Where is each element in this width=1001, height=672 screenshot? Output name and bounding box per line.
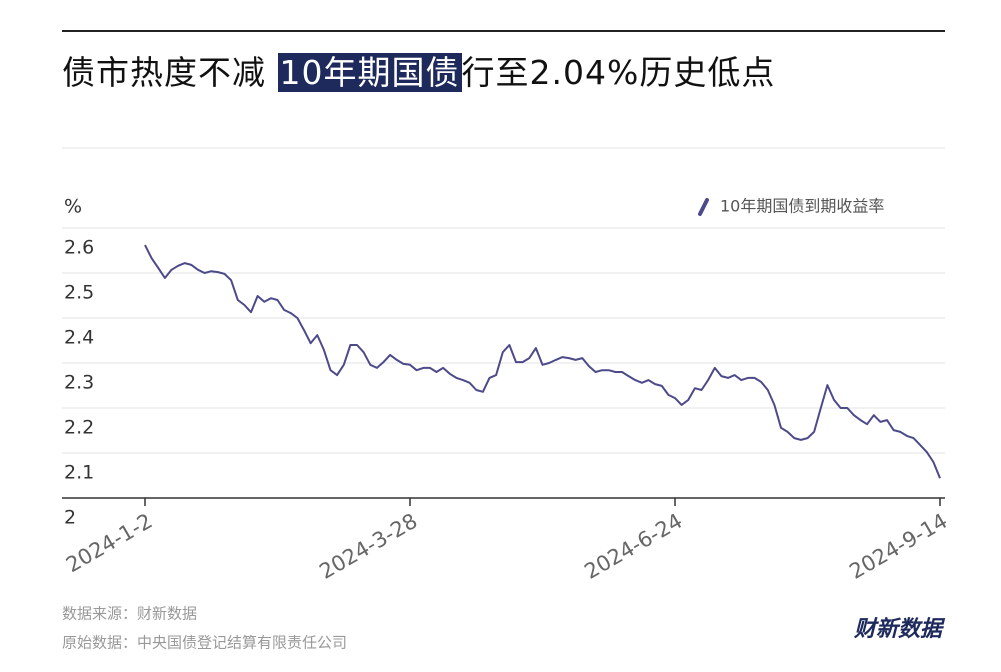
title-part: 行至2.04%历史低点 [461, 53, 776, 92]
x-tick-label: 2024-1-2 [62, 509, 157, 577]
y-tick-label: 2.1 [64, 462, 94, 484]
legend-label: 10年期国债到期收益率 [720, 197, 884, 216]
title-part: 债市热度不减 [62, 53, 278, 92]
y-tick-label: 2.6 [64, 237, 94, 259]
chart-title: 债市热度不减 10年期国债行至2.04%历史低点 [62, 46, 775, 94]
raw-source: 原始数据：中央国债登记结算有限责任公司 [62, 634, 347, 652]
y-axis-label: % [64, 196, 82, 218]
brand-logo: 财新数据 [853, 616, 946, 642]
x-tick-label: 2024-6-24 [580, 509, 686, 584]
legend-swatch [698, 198, 709, 216]
y-tick-label: 2.5 [64, 282, 94, 304]
x-tick-label: 2024-9-14 [845, 509, 951, 584]
x-tick-label: 2024-3-28 [315, 509, 421, 584]
title-highlight: 10年期国债 [277, 53, 462, 92]
y-tick-label: 2.3 [64, 372, 94, 394]
y-tick-label: 2.2 [64, 417, 94, 439]
data-line [144, 244, 941, 479]
y-tick-label: 2.4 [64, 327, 94, 349]
y-tick-label: 2 [64, 507, 76, 529]
source: 数据来源：财新数据 [62, 605, 197, 623]
